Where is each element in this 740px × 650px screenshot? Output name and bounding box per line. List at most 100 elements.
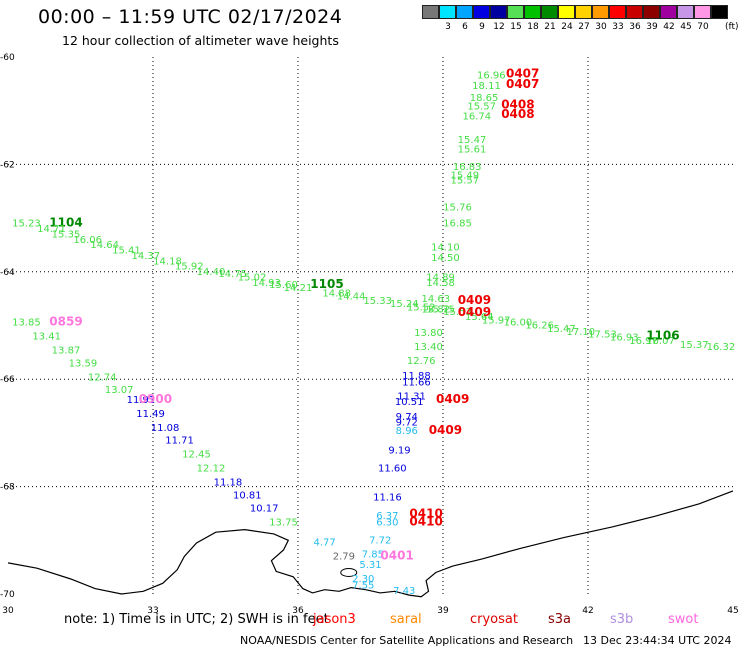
satellite-key-swot: swot — [668, 612, 699, 627]
generation-timestamp: 13 Dec 23:44:34 UTC 2024 — [583, 634, 732, 647]
wave-height-value: 2.30 — [352, 574, 374, 585]
antarctic-coastline — [7, 490, 734, 598]
legend-swatch — [609, 5, 626, 19]
legend-swatch — [473, 5, 490, 19]
wave-height-value: 15.57 — [467, 102, 496, 113]
wave-height-value: 11.31 — [397, 392, 426, 403]
wave-height-value: 13.41 — [32, 332, 61, 343]
wave-height-value: 15.37 — [680, 340, 709, 351]
wave-height-value: 15.64 — [465, 312, 494, 323]
legend-level-label: 24 — [561, 22, 573, 32]
legend-level-label: 15 — [510, 22, 522, 32]
wave-height-value: 7.43 — [393, 586, 415, 597]
wave-height-value: 14.88 — [322, 289, 351, 300]
island-outline — [340, 568, 358, 578]
wave-height-value: 13.59 — [69, 358, 98, 369]
wave-height-value: 9.19 — [388, 445, 410, 456]
legend-swatch — [422, 5, 439, 19]
wave-height-value: 14.75 — [218, 269, 247, 280]
wave-height-value: 16.97 — [629, 336, 658, 347]
wave-height-value: 14.18 — [153, 256, 182, 267]
wave-height-value: 6.30 — [376, 517, 398, 528]
pass-time-label: 0859 — [49, 315, 82, 329]
wave-height-value: 16.06 — [73, 235, 102, 246]
pass-time-label: 0408 — [501, 98, 534, 112]
footnote: note: 1) Time is in UTC; 2) SWH is in fe… — [64, 612, 329, 627]
pass-time-label: 0401 — [380, 549, 413, 563]
legend-level-label: 21 — [544, 22, 556, 32]
wave-height-value: 7.72 — [369, 536, 391, 547]
wave-height-value: 15.33 — [363, 296, 392, 307]
satellite-key-cryosat: cryosat — [470, 612, 518, 627]
wave-height-value: 4.77 — [313, 538, 335, 549]
source-credit: NOAA/NESDIS Center for Satellite Applica… — [240, 634, 574, 647]
legend-level-label: 6 — [462, 22, 468, 32]
pass-time-label: 1104 — [49, 216, 82, 230]
longitude-tick-label: 45 — [727, 606, 738, 616]
wave-height-value: 15.41 — [112, 246, 141, 257]
pass-time-label: 0409 — [436, 392, 469, 406]
wave-height-value: 16.26 — [525, 321, 554, 332]
wave-height-value: 14.64 — [90, 240, 119, 251]
legend-swatch — [490, 5, 507, 19]
pass-time-label: 0410 — [409, 514, 442, 528]
wave-height-value: 11.60 — [378, 464, 407, 475]
wave-height-value: 15.76 — [443, 203, 472, 214]
legend-swatch — [677, 5, 694, 19]
legend-swatch — [524, 5, 541, 19]
wave-height-value: 13.87 — [52, 345, 81, 356]
wave-height-value: 10.51 — [395, 397, 424, 408]
wave-height-value: 9.72 — [396, 417, 418, 428]
wave-height-value: 8.96 — [396, 426, 418, 437]
legend-swatch — [694, 5, 711, 19]
wave-height-value: 15.53 — [443, 307, 472, 318]
wave-height-value: 16.74 — [462, 111, 491, 122]
wave-height-value: 16.07 — [646, 336, 675, 347]
wave-height-value: 7.55 — [352, 581, 374, 592]
lat-lon-grid — [8, 57, 733, 594]
legend-level-label: 27 — [578, 22, 590, 32]
wave-height-value: 18.11 — [472, 81, 501, 92]
legend-swatch — [711, 5, 728, 19]
legend-unit: (ft) — [725, 22, 739, 32]
legend-level-label: 18 — [527, 22, 539, 32]
legend-swatch — [507, 5, 524, 19]
legend-swatch — [660, 5, 677, 19]
legend-swatch — [575, 5, 592, 19]
wave-height-value: 15.60 — [269, 280, 298, 291]
wave-height-value: 15.23 — [12, 219, 41, 230]
wave-height-value: 16.83 — [453, 162, 482, 173]
wave-height-value: 11.16 — [373, 493, 402, 504]
wave-height-value: 9.74 — [396, 412, 418, 423]
wave-height-value: 12.74 — [88, 372, 117, 383]
legend-level-label: 33 — [612, 22, 624, 32]
legend-swatch — [592, 5, 609, 19]
pass-time-label: 0407 — [506, 77, 539, 91]
satellite-key-s3a: s3a — [548, 612, 572, 627]
pass-time-label: 1106 — [646, 329, 679, 343]
latitude-tick-label: -66 — [0, 375, 15, 385]
legend-swatch — [456, 5, 473, 19]
wave-height-value: 15.52 — [407, 303, 436, 314]
wave-height-value: 2.79 — [333, 552, 355, 563]
wave-height-value: 14.93 — [252, 278, 281, 289]
latitude-tick-label: -60 — [0, 53, 15, 63]
wave-height-value: 17.53 — [588, 329, 617, 340]
legend-level-label: 42 — [663, 22, 675, 32]
wave-height-value: 14.40 — [197, 267, 226, 278]
wave-height-value: 15.24 — [390, 299, 419, 310]
wave-height-value: 11.18 — [214, 478, 243, 489]
wave-height-value: 12.12 — [197, 464, 226, 475]
pass-time-label: 0900 — [139, 392, 172, 406]
page-title: 00:00 – 11:59 UTC 02/17/2024 — [38, 6, 343, 28]
wave-height-value: 11.91 — [127, 395, 156, 406]
coastline — [7, 490, 734, 598]
wave-height-value: 17.10 — [566, 327, 595, 338]
latitude-tick-label: -64 — [0, 268, 15, 278]
pass-time-label: 1105 — [310, 277, 343, 291]
wave-height-value: 14.50 — [431, 253, 460, 264]
pass-time-label: 0410 — [409, 507, 442, 521]
latitude-tick-label: -68 — [0, 483, 15, 493]
wave-height-value: 14.44 — [337, 292, 366, 303]
wave-height-value: 11.08 — [151, 423, 180, 434]
